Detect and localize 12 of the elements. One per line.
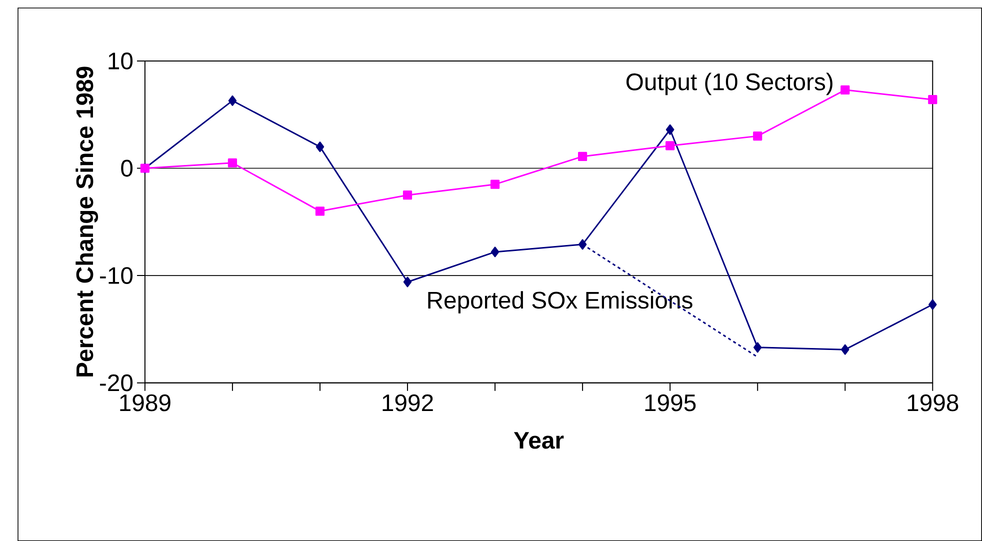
series-label: Output (10 Sectors) [626,72,832,95]
series-label: Reported SOx Emissions [428,291,692,314]
y-tick-label: -20 [100,374,133,392]
x-tick-label: 1995 [645,394,696,412]
y-tick-label: 0 [121,160,133,177]
y-axis-title: Percent Change Since 1989 [76,66,98,376]
x-tick-label: 1998 [908,394,958,412]
y-tick-label: -10 [100,267,133,284]
y-tick-label: 10 [108,52,133,70]
x-tick-label: 1989 [120,394,170,412]
x-axis-title: Year [514,432,564,449]
x-tick-label: 1992 [382,394,433,412]
